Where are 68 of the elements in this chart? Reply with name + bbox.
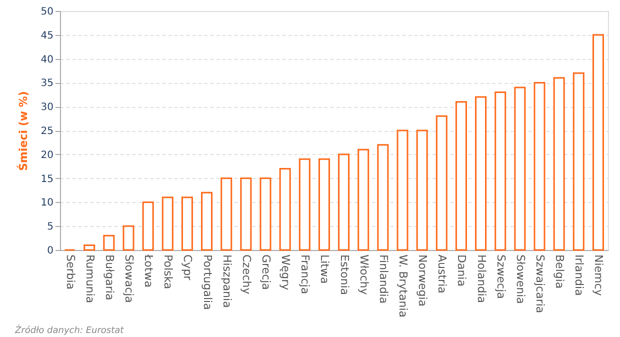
bar — [592, 34, 604, 251]
bar — [338, 154, 350, 251]
bar — [240, 178, 252, 251]
x-tick-label: Słowacja — [122, 254, 136, 303]
y-tick-label: 15 — [40, 174, 54, 185]
bar — [220, 178, 232, 251]
x-tick-label: Łotwa — [142, 254, 156, 288]
x-tick-label: Francja — [298, 254, 312, 294]
bar — [553, 77, 565, 251]
x-tick-label: Serbia — [64, 254, 77, 290]
bar — [416, 130, 428, 251]
x-tick-label: Irlandia — [572, 254, 586, 296]
x-tick-label: Litwa — [318, 254, 332, 284]
x-tick-label: Polska — [162, 254, 175, 290]
y-tick-label: 20 — [40, 150, 54, 161]
x-tick-label: Norwegia — [416, 254, 430, 307]
y-tick-label: 30 — [40, 102, 54, 114]
bar — [572, 72, 584, 251]
x-tick-label: Czechy — [240, 254, 253, 295]
y-tick-label: 35 — [40, 78, 54, 90]
x-tick-label: Holandia — [474, 254, 488, 304]
text: Źródło danych: Eurostat — [14, 324, 124, 336]
x-tick-label: Portugalia — [200, 254, 214, 310]
bar — [298, 158, 310, 251]
bar — [279, 168, 291, 251]
x-tick-label: Belgia — [553, 254, 566, 289]
y-tick-label: 0 — [47, 246, 54, 256]
y-axis-title: Śmieci (w %) — [16, 91, 30, 171]
bar — [377, 144, 389, 251]
bar — [162, 196, 174, 251]
x-tick-label: Rumunia — [83, 254, 96, 304]
x-tick-label: Niemcy — [592, 254, 606, 296]
y-tick-label: 25 — [40, 126, 54, 137]
bar — [142, 201, 154, 251]
x-tick-label: W. Brytania — [396, 254, 410, 318]
x-tick-label: Finlandia — [376, 254, 390, 304]
x-tick-label: Hiszpania — [220, 254, 234, 308]
y-tick-label: 40 — [40, 54, 54, 66]
bar — [475, 96, 487, 251]
x-tick-label: Włochy — [357, 254, 370, 296]
bar — [494, 92, 506, 251]
x-tick-label: Szwecja — [494, 254, 508, 299]
x-tick-label: Węgry — [279, 254, 292, 291]
y-tick-label: 50 — [40, 6, 54, 18]
x-tick-label: Estonia — [338, 254, 351, 295]
x-tick-label: Austria — [436, 254, 449, 294]
x-tick-label: Słowenia — [514, 254, 527, 304]
x-tick-label: Szwajcaria — [534, 254, 546, 314]
bar — [318, 158, 330, 251]
bar — [260, 178, 272, 251]
bar — [201, 192, 213, 251]
bar — [181, 196, 193, 251]
bar — [514, 86, 526, 251]
y-tick-label: 45 — [40, 30, 54, 42]
x-tick-label: Cypr — [181, 254, 194, 281]
bar — [358, 148, 370, 251]
x-tick-label: Dania — [455, 254, 468, 286]
bar — [396, 130, 408, 251]
bar — [84, 244, 96, 251]
bar — [103, 234, 115, 251]
bar — [534, 82, 546, 251]
x-tick-label: Bułgaria — [102, 254, 116, 300]
y-tick-label: 10 — [40, 198, 54, 209]
x-tick-label: Grecja — [260, 254, 272, 290]
y-tick-label: 5 — [47, 222, 54, 233]
bar — [436, 115, 448, 251]
bar — [122, 225, 134, 251]
bar — [455, 101, 467, 251]
